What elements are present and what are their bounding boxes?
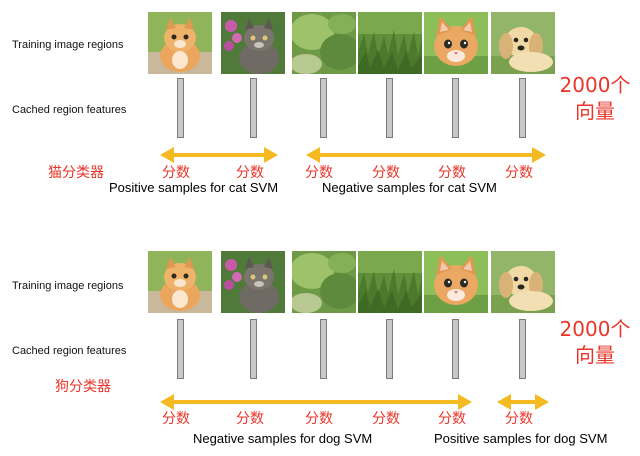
negative-range-arrow bbox=[160, 394, 472, 410]
feature-bar bbox=[177, 78, 184, 138]
training-image-regions-label: Training image regions bbox=[12, 280, 124, 292]
vector-count-unit: 向量 bbox=[575, 343, 615, 367]
cached-region-features-label: Cached region features bbox=[12, 345, 127, 357]
cat-classifier-label: 猫分类器 bbox=[48, 165, 104, 181]
score-label: 分数 bbox=[162, 411, 190, 427]
grass-icon bbox=[358, 251, 422, 313]
feature-bar bbox=[452, 319, 459, 379]
grass-blur-icon bbox=[292, 251, 356, 313]
score-label: 分数 bbox=[236, 411, 264, 427]
negative-caption: Negative samples for cat SVM bbox=[322, 180, 497, 195]
score-label: 分数 bbox=[505, 411, 533, 427]
negative-range-arrow bbox=[306, 147, 546, 163]
positive-caption: Positive samples for dog SVM bbox=[434, 431, 608, 446]
puppy-icon bbox=[491, 12, 555, 74]
score-label: 分数 bbox=[438, 411, 466, 427]
positive-range-arrow bbox=[160, 147, 278, 163]
vector-count-unit: 向量 bbox=[575, 99, 615, 123]
score-label: 分数 bbox=[236, 165, 264, 181]
kitten-orange-icon bbox=[148, 12, 212, 74]
training-image-regions-label: Training image regions bbox=[12, 39, 124, 51]
feature-bar bbox=[250, 319, 257, 379]
dog-classifier-label: 狗分类器 bbox=[55, 379, 111, 395]
score-label: 分数 bbox=[372, 165, 400, 181]
feature-bar bbox=[519, 319, 526, 379]
vector-count: 2000个 向量 bbox=[550, 72, 640, 124]
feature-bar bbox=[519, 78, 526, 138]
feature-bar bbox=[320, 78, 327, 138]
feature-bar bbox=[250, 78, 257, 138]
feature-bar bbox=[386, 319, 393, 379]
negative-caption: Negative samples for dog SVM bbox=[193, 431, 373, 446]
vector-count-number: 2000个 bbox=[559, 73, 631, 97]
positive-range-arrow bbox=[497, 394, 549, 410]
grass-icon bbox=[358, 12, 422, 74]
score-label: 分数 bbox=[438, 165, 466, 181]
score-label: 分数 bbox=[372, 411, 400, 427]
kitten-grey-icon bbox=[221, 12, 285, 74]
grass-blur-icon bbox=[292, 12, 356, 74]
vector-count: 2000个 向量 bbox=[550, 316, 640, 368]
vector-count-number: 2000个 bbox=[559, 317, 631, 341]
feature-bar bbox=[320, 319, 327, 379]
kitten-face-icon bbox=[424, 251, 488, 313]
feature-bar bbox=[452, 78, 459, 138]
score-label: 分数 bbox=[305, 165, 333, 181]
positive-caption: Positive samples for cat SVM bbox=[109, 180, 279, 195]
kitten-face-icon bbox=[424, 12, 488, 74]
kitten-orange-icon bbox=[148, 251, 212, 313]
score-label: 分数 bbox=[505, 165, 533, 181]
cached-region-features-label: Cached region features bbox=[12, 104, 127, 116]
kitten-grey-icon bbox=[221, 251, 285, 313]
puppy-icon bbox=[491, 251, 555, 313]
score-label: 分数 bbox=[305, 411, 333, 427]
score-label: 分数 bbox=[162, 165, 190, 181]
feature-bar bbox=[386, 78, 393, 138]
feature-bar bbox=[177, 319, 184, 379]
